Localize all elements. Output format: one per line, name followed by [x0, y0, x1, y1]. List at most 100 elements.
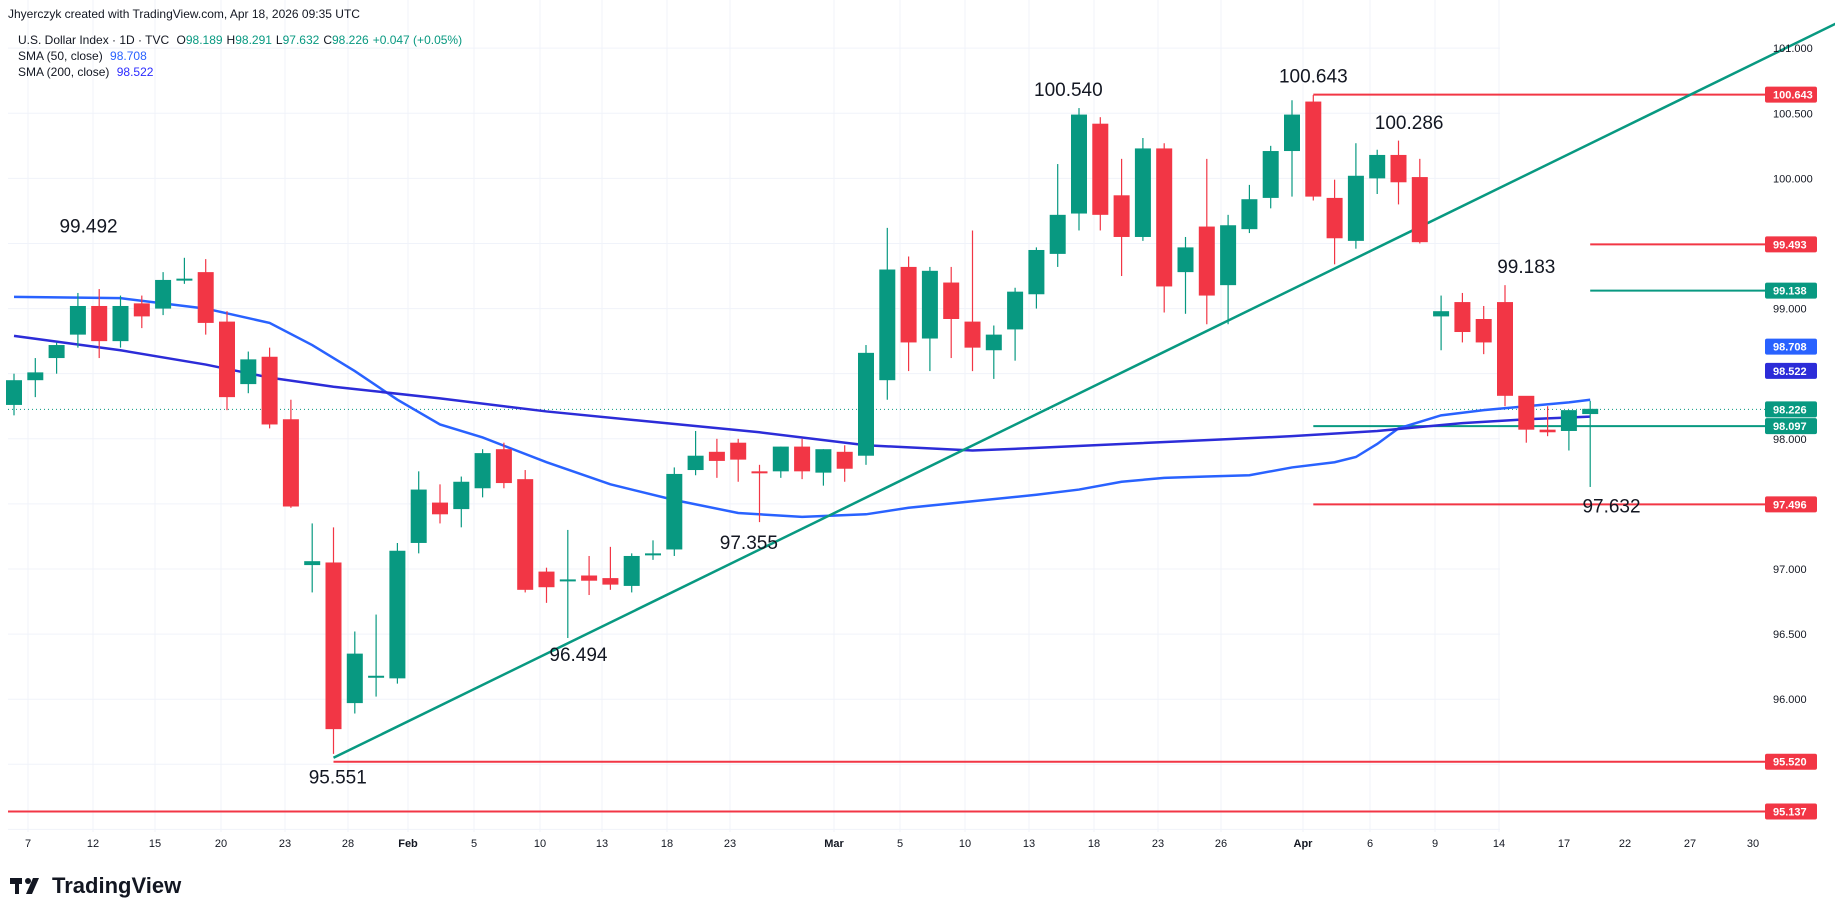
candle-body	[815, 449, 832, 473]
candle-body	[858, 352, 874, 456]
price-tag-bg	[1765, 753, 1817, 770]
close-value: 98.226	[331, 33, 369, 47]
time-tick-label: 23	[724, 838, 736, 850]
price-tag-label: 100.643	[1773, 90, 1813, 102]
time-tick-label: 9	[1432, 838, 1438, 850]
candle	[346, 631, 363, 714]
candle	[1305, 95, 1322, 201]
candle	[112, 295, 129, 348]
candle	[389, 542, 406, 684]
candle-body	[432, 502, 448, 515]
high-value: 98.291	[235, 33, 272, 47]
candle	[1134, 138, 1151, 241]
candle	[1411, 158, 1428, 244]
candle	[900, 256, 917, 372]
price-axis: 95.50096.00096.50097.00097.50098.00098.5…	[1765, 43, 1817, 820]
time-tick-label: 10	[959, 838, 971, 850]
candle-body	[794, 446, 811, 472]
price-tag: 100.643	[1765, 86, 1817, 103]
price-tag-bg	[1765, 418, 1817, 435]
price-tick-label: 98.000	[1773, 434, 1807, 446]
candle	[1198, 158, 1215, 325]
candle-body	[1539, 429, 1556, 433]
ohlc-values: O98.189 H98.291 L97.632 C98.226 +0.047 (+0.0…	[177, 33, 467, 47]
candle-body	[1369, 154, 1386, 179]
candle-body	[730, 442, 747, 460]
price-annotation: 97.355	[720, 533, 778, 554]
price-tag-label: 95.520	[1773, 757, 1807, 769]
candle	[1518, 395, 1535, 443]
price-annotation: 99.183	[1497, 257, 1555, 278]
candle-body	[985, 334, 1002, 351]
candle-body	[1071, 114, 1087, 214]
candle	[176, 257, 193, 284]
price-tag-bg	[1765, 86, 1817, 103]
price-tag-bg	[1765, 401, 1817, 418]
candle-body	[623, 555, 640, 586]
candle-body	[1007, 291, 1024, 330]
candle-body	[1411, 177, 1428, 243]
candle	[1177, 236, 1194, 314]
candle-body	[559, 579, 576, 582]
open-value: 98.189	[185, 33, 223, 47]
candle	[453, 476, 470, 528]
time-axis: 7 12 15 20 23 28 Feb 5 10 13 18 23 Mar 5 10 13 18 23 26 Apr…	[25, 838, 1759, 850]
candle	[666, 467, 683, 556]
price-tick-label: 97.000	[1773, 564, 1807, 576]
candle-body	[1177, 247, 1194, 273]
candle-body	[325, 562, 342, 730]
sma50-value: 98.708	[110, 49, 147, 63]
legend-symbol-row[interactable]: U.S. Dollar Index · 1D · TVC O98.189 H98.…	[18, 32, 470, 48]
price-tag: 97.496	[1765, 496, 1817, 513]
time-tick-label: 20	[215, 838, 227, 850]
legend-sma200-row[interactable]: SMA (200, close) 98.522	[18, 64, 470, 80]
candle-body	[1582, 408, 1599, 415]
candle-body	[1113, 195, 1130, 237]
chart-header: Jhyerczyk created with TradingView.com, …	[8, 7, 360, 21]
time-tick-label: 17	[1558, 838, 1570, 850]
symbol-label: U.S. Dollar Index · 1D · TVC	[18, 33, 170, 47]
candle-body	[1092, 123, 1109, 215]
price-tag-bg	[1765, 282, 1817, 299]
candle	[1049, 164, 1066, 267]
candle-body	[1433, 311, 1450, 317]
candle	[1475, 305, 1492, 355]
price-tag: 95.137	[1765, 803, 1817, 820]
chart-grid	[8, 0, 1500, 832]
candle-body	[772, 446, 789, 472]
candle	[69, 292, 86, 348]
price-tag: 98.097	[1765, 418, 1817, 435]
time-tick-label: 15	[149, 838, 161, 850]
time-tick-label: 30	[1747, 838, 1759, 850]
candle	[581, 555, 598, 596]
candle	[559, 529, 576, 638]
price-annotation: 95.551	[309, 768, 367, 789]
candle-body	[495, 449, 512, 484]
low-label: L	[275, 33, 283, 47]
candle	[645, 540, 661, 560]
candle-body	[240, 359, 257, 385]
time-tick-label: 5	[471, 838, 477, 850]
sma200-line	[13, 334, 1591, 452]
sma50-line	[13, 295, 1591, 519]
candle	[1092, 117, 1109, 231]
candle	[687, 430, 704, 476]
candle	[6, 373, 22, 416]
candle-body	[304, 561, 321, 566]
sma200-value: 98.522	[116, 65, 154, 79]
candle-body	[1156, 148, 1173, 287]
candle	[943, 266, 960, 359]
time-tick-label: 13	[1023, 838, 1035, 850]
candle	[368, 614, 385, 697]
tradingview-logo[interactable]: TradingView	[10, 873, 181, 899]
close-label: C	[323, 33, 332, 47]
time-tick-label: 23	[1152, 838, 1164, 850]
legend-sma50-row[interactable]: SMA (50, close) 98.708	[18, 48, 470, 64]
candle	[261, 347, 278, 429]
sma50-label: SMA (50, close)	[18, 49, 103, 63]
candle	[91, 289, 108, 359]
price-tick-label: 99.000	[1773, 304, 1807, 316]
candle-body	[602, 578, 619, 585]
uptrend-line	[332, 22, 1835, 759]
